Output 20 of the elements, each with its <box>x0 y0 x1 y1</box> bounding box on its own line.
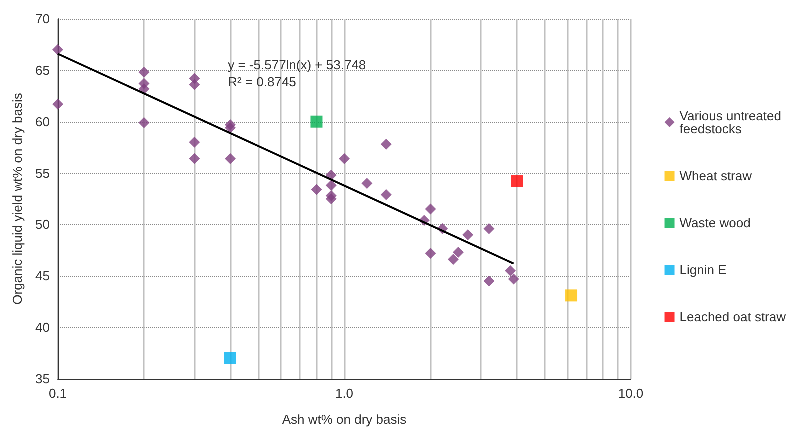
legend-label: Various untreated feedstocks <box>680 108 786 136</box>
y-axis-title: Organic liquid yield wt% on dry basis <box>10 92 25 305</box>
x-tick-label: 1.0 <box>335 386 354 401</box>
y-tick-label: 45 <box>36 268 50 284</box>
y-tick-label: 50 <box>36 217 50 232</box>
y-tick-label: 55 <box>36 166 50 181</box>
y-tick-label: 35 <box>36 372 50 386</box>
legend-label: Waste wood <box>680 216 751 230</box>
annotation: R² = 0.8745 <box>228 74 296 90</box>
legend-label: Leached oat straw <box>680 310 787 324</box>
y-tick-label: 65 <box>36 62 50 78</box>
x-tick-label: 0.1 <box>48 386 68 401</box>
x-axis-title: Ash wt% on dry basis <box>282 412 408 427</box>
y-tick-label: 40 <box>36 320 50 336</box>
y-tick-label: 70 <box>36 12 50 26</box>
legend-label: Lignin E <box>680 262 728 278</box>
annotation: y = -5.577ln(x) + 53.748 <box>228 57 366 72</box>
y-tick-label: 60 <box>36 114 50 130</box>
legend-label: Wheat straw <box>680 168 753 184</box>
x-tick-label: 10.0 <box>618 386 644 401</box>
